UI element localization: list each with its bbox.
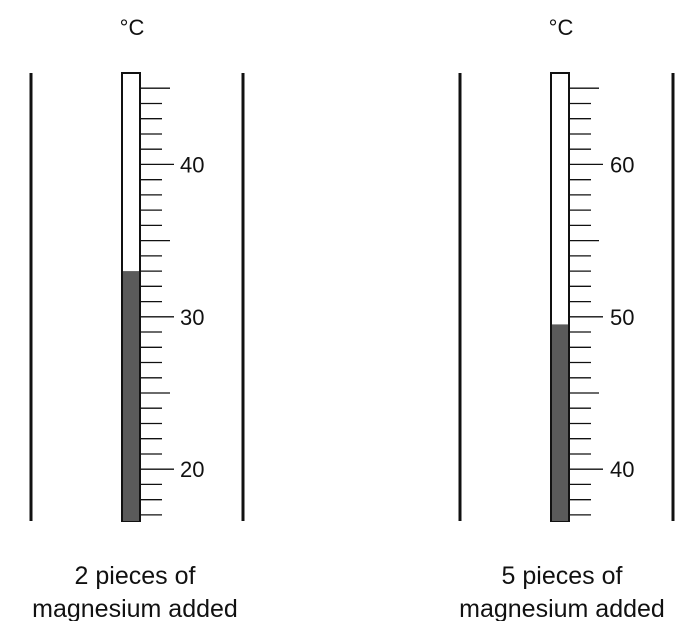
scale-labels-1: 20 30 40	[180, 152, 204, 482]
unit-label-1: °C	[120, 15, 145, 40]
tick-label-40: 40	[610, 457, 634, 482]
caption-line-1-panel-2: 5 pieces of	[502, 562, 623, 590]
tick-label-50: 50	[610, 305, 634, 330]
caption-line-2-panel-1: magnesium added	[32, 595, 238, 621]
tick-label-30: 30	[180, 305, 204, 330]
scale-ticks-2	[569, 88, 603, 515]
tick-label-40: 40	[180, 152, 204, 177]
unit-label-2: °C	[549, 15, 574, 40]
caption-line-2-panel-2: magnesium added	[459, 595, 665, 621]
liquid-column-2	[552, 324, 568, 521]
tick-label-20: 20	[180, 457, 204, 482]
caption-line-1-panel-1: 2 pieces of	[75, 562, 196, 590]
scale-ticks-1	[140, 88, 174, 515]
thermometer-panel-2: °C 40 50 60 5 pieces of magnesium added	[459, 15, 673, 621]
tick-label-60: 60	[610, 152, 634, 177]
scale-labels-2: 40 50 60	[610, 152, 634, 482]
liquid-column-1	[123, 271, 139, 521]
thermometer-panel-1: °C 20 30 40 2 pieces of magnesium added	[31, 15, 243, 621]
